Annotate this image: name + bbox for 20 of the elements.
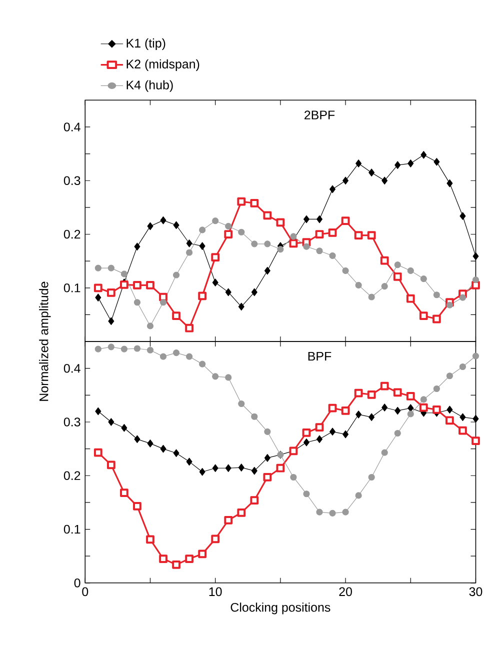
y-tick-label: 0.4 bbox=[64, 364, 80, 373]
x-tick-label: 30 bbox=[469, 587, 482, 596]
legend-label: K2 (midspan) bbox=[126, 59, 200, 71]
legend-label: K1 (tip) bbox=[126, 38, 166, 50]
x-axis-title: Clocking positions bbox=[230, 602, 330, 614]
y-tick-label: 0.2 bbox=[64, 230, 80, 239]
x-tick-label: 0 bbox=[82, 587, 88, 596]
text: 2BPF bbox=[304, 110, 335, 120]
y-tick-label: 0.4 bbox=[64, 122, 80, 132]
y-tick-label: 0.2 bbox=[64, 471, 80, 480]
y-tick-label: 0.1 bbox=[64, 283, 80, 292]
y-tick-label: 0.3 bbox=[64, 176, 80, 186]
y-tick-label: 0 bbox=[74, 578, 80, 588]
y-axis-title: Normalized amplitude bbox=[39, 282, 51, 401]
x-tick-label: 10 bbox=[209, 587, 222, 596]
text: BPF bbox=[308, 352, 332, 361]
y-tick-label: 0.1 bbox=[64, 524, 80, 534]
legend-label: K4 (hub) bbox=[126, 80, 173, 92]
y-tick-label: 0.3 bbox=[64, 418, 80, 426]
x-tick-label: 20 bbox=[339, 587, 352, 596]
